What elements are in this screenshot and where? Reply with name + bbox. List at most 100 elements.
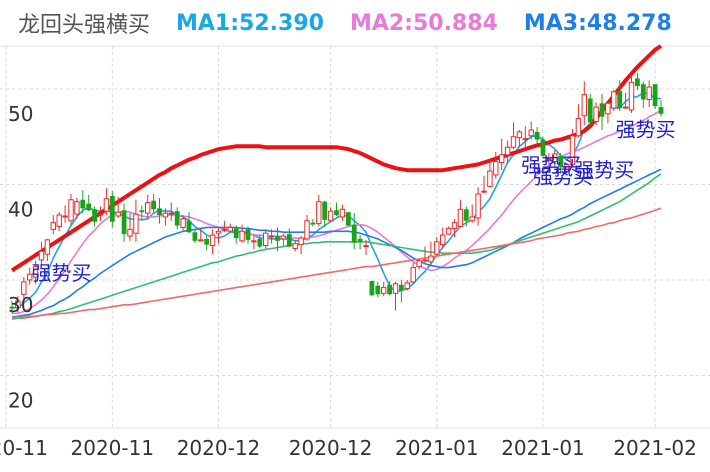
y-tick-label: 20 [8,388,33,412]
x-axis: 2020-11 2020-11 2020-12 2020-12 2021-01 2021-… [0,436,697,460]
series-line-line-4 [11,207,662,319]
candle-body-up [510,136,517,148]
candle-body-up [127,228,133,237]
series-line-ma3 [11,168,662,318]
candle-body-up [227,226,234,232]
ma2-readout: MA2:50.884 [349,10,498,36]
y-tick-label: 50 [8,102,33,126]
candle-body-up [363,245,369,248]
candle-body-up [209,234,216,247]
candle-body-down [233,228,239,238]
candle-body-up [316,201,322,225]
candle-body-up [445,227,452,235]
y-tick-label: 30 [8,293,33,317]
candle-body-up [622,106,629,109]
candle-body-down [534,131,540,140]
candle-body-down [322,201,328,220]
candle-body-up [304,220,310,240]
candle-body-up [516,131,523,139]
candle-body-up [215,230,222,234]
candle-body-up [221,228,228,231]
candle-body-down [369,280,375,296]
candle-body-down [345,212,351,226]
buy-signal-label: 强势买 [616,118,676,142]
candle-body-up [611,91,617,109]
candle-body-down [275,236,280,241]
candle-body-down [245,229,251,240]
candle-body-up [38,250,45,261]
x-tick-label: 2020-12 [177,436,261,460]
candle-body-up [15,300,21,309]
candle-body-down [157,208,162,216]
candle-body-down [599,103,605,117]
candle-body-up [27,273,33,281]
candle-body-up [504,146,511,156]
candle-body-up [198,239,204,242]
candle-body-down [257,238,263,247]
candle-body-down [652,84,658,107]
candle-body-up [451,222,458,229]
candle-body-up [469,216,475,222]
candle-body-up [581,94,587,117]
candle-body-up [56,214,62,227]
candle-body-up [522,138,528,141]
candle-body-up [422,259,428,262]
candle-body-up [593,106,599,122]
candle-body-up [569,135,576,165]
y-tick-label: 40 [8,197,33,221]
chart-legend: 龙回头强横买 MA1:52.390 MA2:50.884 MA3:48.278 [0,0,710,46]
candle-body-up [103,198,110,212]
candle-body-down [635,78,640,87]
candle-body-up [392,283,399,294]
candle-body-down [192,232,198,241]
candle-body-down [351,224,357,243]
candle-body-down [186,220,192,233]
candle-body-up [50,222,56,230]
candle-body-up [605,102,611,115]
candle-body-down [286,234,292,247]
candle-body-up [493,161,499,176]
candle-body-down [357,238,363,242]
candle-body-down [375,285,381,295]
candle-body-down [587,98,593,123]
candle-body-up [327,210,334,222]
buy-signal-label: 强势买 [574,158,634,182]
candle-body-down [139,210,145,213]
candle-body-up [68,199,74,222]
candle-body-up [180,218,186,228]
candle-body-up [499,154,505,164]
candle-body-down [151,200,156,210]
indicator-title: 龙回头强横买 [18,13,151,38]
x-tick-label: 2021-01 [501,436,585,460]
candle-body-up [292,243,298,249]
candle-body-up [410,267,416,283]
candle-body-up [251,240,257,243]
candle-body-down [463,209,469,221]
candle-body-down [640,84,646,100]
candle-body-down [658,107,664,114]
y-axis: 20 30 40 50 [8,102,33,413]
candle-body-down [109,195,115,222]
x-tick-label: 2020-11 [0,436,48,460]
candle-body-up [263,232,269,247]
candle-body-up [239,230,245,242]
candle-body-up [62,215,68,218]
candle-body-up [21,281,27,295]
candle-body-up [168,212,175,215]
candle-body-up [32,266,39,278]
series-line-line-5 [10,44,663,273]
x-tick-label: 2021-01 [395,436,479,460]
candle-body-up [44,239,51,255]
candle-body-down [617,90,623,109]
buy-signal-label: 强势买 [521,153,581,177]
candle-body-up [74,201,80,215]
candle-body-up [528,129,534,137]
candle-body-up [404,282,411,290]
candle-body-up [145,202,151,214]
candle-body-down [174,211,180,226]
buy-signal-label: 强势买 [533,165,593,189]
candle-body-up [416,260,422,268]
candle-body-up [628,81,635,111]
candle-body-up [457,208,464,227]
candle-body-down [204,238,210,245]
